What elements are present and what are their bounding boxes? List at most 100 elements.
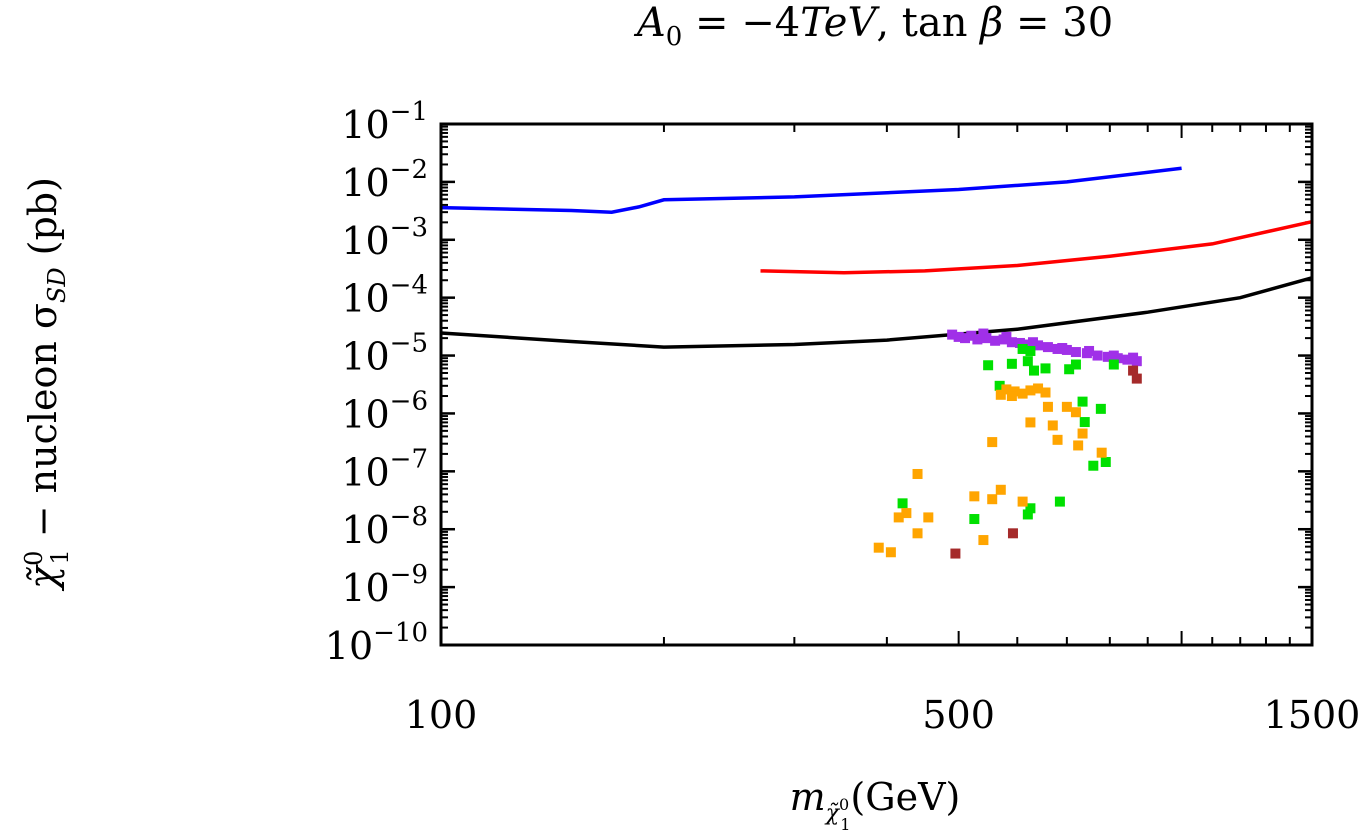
y-tick-base: 10	[341, 161, 389, 205]
brown-point	[950, 548, 961, 559]
y-tick-base: 10	[341, 450, 389, 494]
y-tick-base: 10	[341, 335, 389, 379]
orange-point	[893, 512, 904, 523]
orange-point	[912, 528, 923, 539]
green-point	[1100, 456, 1111, 467]
orange-point	[1073, 440, 1084, 451]
orange-point	[987, 494, 998, 505]
orange-point	[1001, 384, 1012, 395]
scatter-points	[873, 328, 1142, 559]
brown-point	[1131, 373, 1142, 384]
purple-point	[972, 334, 983, 345]
orange-point	[1017, 388, 1028, 399]
y-tick-label: 10−7	[341, 444, 428, 494]
xlabel-unit: (GeV)	[850, 775, 960, 819]
axis-ticks	[440, 122, 1313, 647]
limit-lines	[440, 166, 1313, 349]
x-tick-label: 100	[405, 693, 478, 737]
brown-point	[1007, 528, 1018, 539]
y-tick-exponent: −10	[373, 618, 428, 648]
y-axis-label: χ̃01 − nucleon σSD (pb)	[20, 177, 74, 592]
orange-point	[1006, 391, 1017, 402]
orange-point	[1070, 407, 1081, 418]
orange-point	[995, 389, 1006, 400]
title-beta: β	[978, 0, 1003, 46]
ylabel-unit: (pb)	[21, 177, 65, 267]
purple-point	[1014, 337, 1025, 348]
purple-point	[953, 331, 964, 342]
green-point	[1054, 496, 1065, 507]
orange-point	[901, 508, 912, 519]
title-lhs: A	[633, 0, 666, 46]
purple-point	[1122, 354, 1133, 365]
y-tick-exponent: −7	[390, 444, 428, 474]
orange-point	[1052, 434, 1063, 445]
orange-point	[873, 542, 884, 553]
purple-point	[1001, 331, 1012, 342]
purple-point	[1057, 343, 1068, 354]
purple-point	[1022, 339, 1033, 350]
y-tick-exponent: −9	[390, 560, 428, 590]
title-eq2: = 30	[1003, 0, 1113, 46]
y-tick-label: 10−2	[341, 155, 428, 205]
x-axis-label: mχ̃0 1(GeV)	[790, 775, 961, 833]
green-point	[1017, 343, 1028, 354]
green-point	[1022, 509, 1033, 520]
purple-point	[1033, 340, 1044, 351]
orange-point	[1042, 401, 1053, 412]
purple-point	[1102, 351, 1113, 362]
purple-point	[1006, 337, 1017, 348]
purple-point	[1128, 352, 1139, 363]
green-point	[1108, 359, 1119, 370]
ylabel-sub: 1	[46, 549, 74, 564]
title-comma: , tan	[876, 0, 980, 46]
green-point	[969, 514, 980, 525]
orange-point	[1017, 496, 1028, 507]
green-point	[1095, 403, 1106, 414]
purple-point	[1092, 350, 1103, 361]
purple-point	[966, 330, 977, 341]
ylabel-text: − nucleon σ	[21, 303, 65, 549]
orange-point	[1025, 417, 1036, 428]
ylabel-chi: χ̃	[21, 564, 65, 592]
green-point	[1025, 503, 1036, 514]
y-tick-label: 10−1	[341, 97, 428, 147]
purple-point	[1084, 345, 1095, 356]
y-tick-exponent: −4	[390, 271, 428, 301]
purple-point	[1042, 342, 1053, 353]
title-italic: TeV	[800, 0, 880, 46]
xlabel-m: m	[790, 775, 826, 819]
purple-point	[1070, 347, 1081, 358]
green-point	[1022, 356, 1033, 367]
y-tick-exponent: −6	[390, 386, 428, 416]
orange-point	[1025, 385, 1036, 396]
xlabel-subsub: 1	[840, 815, 850, 833]
orange-point	[885, 547, 896, 558]
title-lhs-sub: 0	[666, 22, 683, 52]
y-tick-label: 10−4	[341, 271, 428, 321]
brown-point	[1128, 365, 1139, 376]
green-point	[1025, 345, 1036, 356]
green-point	[994, 380, 1005, 391]
red-limit-line	[760, 219, 1313, 275]
y-tick-exponent: −2	[390, 155, 428, 185]
green-point	[897, 498, 908, 509]
purple-point	[990, 335, 1001, 346]
green-point	[1088, 460, 1099, 471]
y-tick-label: 10−9	[341, 560, 428, 610]
y-tick-exponent: −8	[390, 502, 428, 532]
x-tick-labels: 100 500 1500	[405, 693, 1361, 737]
green-point	[1064, 364, 1075, 375]
green-point	[1029, 365, 1040, 376]
green-point	[1079, 417, 1090, 428]
y-tick-label: 10−10	[325, 618, 428, 668]
plot-frame	[439, 122, 1314, 647]
green-point	[1070, 359, 1081, 370]
y-tick-base: 10	[341, 219, 389, 263]
y-tick-label: 10−6	[341, 386, 428, 436]
y-tick-base: 10	[341, 103, 389, 147]
orange-point	[969, 491, 980, 502]
xlabel-sup: 0	[839, 795, 849, 814]
orange-point	[978, 535, 989, 546]
ylabel-sup: 0	[20, 551, 48, 566]
